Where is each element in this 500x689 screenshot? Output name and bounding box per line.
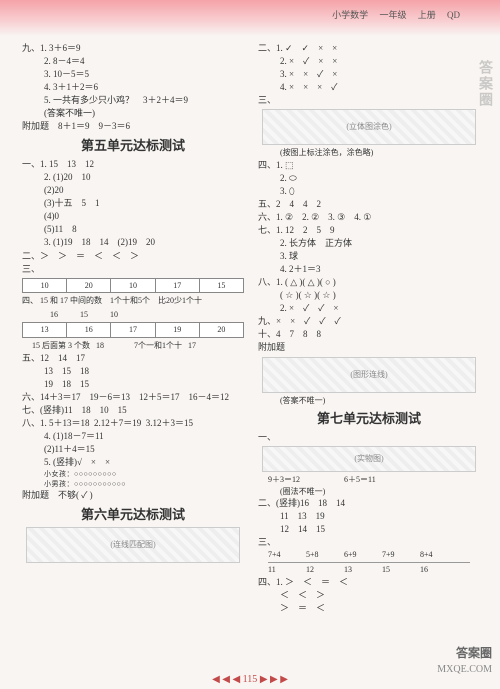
sec9-i2: 2. 8－4＝4 — [22, 55, 244, 68]
page-header: 小学数学 一年级 上册 QD — [0, 0, 500, 36]
r-s10: 十、4 7 8 8 — [258, 328, 480, 341]
sec9-label: 九、1. 3＋6＝9 — [22, 42, 244, 55]
u5s1: 一、1. 15 13 12 — [22, 158, 244, 171]
num-cell: 20 — [200, 323, 243, 337]
r-s6: 六、1. ② 2. ② 3. ③ 4. ① — [258, 211, 480, 224]
u7s4-l2: ＜ ＜ ＞ — [258, 589, 480, 602]
bonus2: 附加题 不够( ✓ ) — [22, 489, 244, 502]
u5s8-5: 5. (竖排)√ × × — [22, 456, 244, 469]
brand-watermark: 答案圈 — [456, 644, 492, 661]
u5s6: 六、14＋3＝17 19－6＝13 12＋5＝17 16－4＝12 — [22, 391, 244, 404]
r-s8-l3: 2. × ✓ ✓ × — [258, 302, 480, 315]
sec9-i3: 3. 10－5＝5 — [22, 68, 244, 81]
u5s3-boxes: 10 20 10 17 15 — [22, 278, 244, 294]
content-columns: 九、1. 3＋6＝9 2. 8－4＝4 3. 10－5＝5 4. 3＋1＋2＝6… — [0, 36, 500, 615]
box-cell: 10 — [23, 279, 67, 293]
num-cell: 19 — [156, 323, 200, 337]
side-watermark: 答案圈 — [474, 60, 494, 108]
r-s7: 七、1. 12 2 5 9 — [258, 224, 480, 237]
u5s8-girl: 小女孩：○○○○○○○○○ — [22, 469, 244, 479]
u7s2-l2: 11 13 19 — [258, 510, 480, 523]
u5s8-4a: 4. (1)18－7＝11 — [22, 430, 244, 443]
bonus1: 附加题 8＋1＝9 9－3＝6 — [22, 120, 244, 133]
r-s2-r3: 3. × × ✓ × — [258, 68, 480, 81]
r-bonus-cap: (答案不唯一) — [258, 395, 480, 407]
u5s1-2d: (4)0 — [22, 210, 244, 223]
u5s2: 二、＞ ＞ ＝ ＜ ＜ ＞ — [22, 250, 244, 263]
unit6-title: 第六单元达标测试 — [22, 506, 244, 525]
box-cell: 17 — [156, 279, 200, 293]
u5s4-ans: 161510 — [22, 309, 244, 321]
u5s5-l2: 13 15 18 — [22, 365, 244, 378]
u7s1-note: (圈法不唯一) — [258, 486, 480, 498]
r-s3-figure: (立体图涂色) — [262, 109, 476, 145]
box-cell: 10 — [111, 279, 155, 293]
u7s3-rule — [268, 562, 470, 563]
unit7-title: 第七单元达标测试 — [258, 410, 480, 429]
u5s1-2e: (5)11 8 — [22, 223, 244, 236]
u7s3-label: 三、 — [258, 536, 480, 549]
u7s2-l3: 12 14 15 — [258, 523, 480, 536]
r-s7-l2: 2. 长方体 正方体 — [258, 237, 480, 250]
r-s5: 五、2 4 4 2 — [258, 198, 480, 211]
u5s4-subrow: 15 后面第 3 个数18 7个一和1个十17 — [22, 340, 244, 352]
u5s1-2c: (3)十五 5 1 — [22, 197, 244, 210]
u7s4-l3: ＞ ＝ ＜ — [258, 602, 480, 615]
page-footer: ◀ ◀ ◀ 115 ▶ ▶ ▶ — [0, 674, 500, 685]
r-bonus-label: 附加题 — [258, 341, 480, 354]
r-bonus-fig: (图形连线) — [262, 357, 476, 393]
u5s1-3: 3. (1)19 18 14 (2)19 20 — [22, 236, 244, 249]
right-column: 二、1. ✓ ✓ × × 2. × ✓ × × 3. × × ✓ × 4. × … — [258, 42, 480, 615]
u5s4-head: 四、15 和 17 中间的数 1个十和5个 比20少1个十 — [22, 295, 244, 307]
u5s1-2a: 2. (1)20 10 — [22, 171, 244, 184]
r-s7-l3: 3. 球 — [258, 250, 480, 263]
r-s3-cap: (按图上标注涂色，涂色略) — [258, 147, 480, 159]
r-s2: 二、1. ✓ ✓ × × — [258, 42, 480, 55]
u7s3-bot: 1112131516 — [258, 564, 480, 576]
sec9-q5b: (答案不唯一) — [22, 107, 244, 120]
u7s1-eq: 9＋3＝126＋5＝11 — [258, 474, 480, 486]
num-cell: 17 — [111, 323, 155, 337]
u5s4-numrow: 13 16 17 19 20 — [22, 322, 244, 338]
box-cell: 15 — [200, 279, 243, 293]
r-s3-label: 三、 — [258, 94, 480, 107]
page-number: 115 — [243, 674, 258, 685]
num-cell: 13 — [23, 323, 67, 337]
u7s1-label: 一、 — [258, 431, 480, 444]
u7s2: 二、(竖排)16 18 14 — [258, 497, 480, 510]
u7s3-top: 7+45+86+97+98+4 — [258, 549, 480, 561]
u5s3: 三、 — [22, 263, 244, 276]
u7s1-fig: (实物图) — [262, 446, 476, 472]
u5s8-4b: (2)11＋4＝15 — [22, 443, 244, 456]
r-s2-r2: 2. × ✓ × × — [258, 55, 480, 68]
u5s8: 八、1. 5＋13＝18 2.12＋7＝19 3.12＋3＝15 — [22, 417, 244, 430]
u5s1-2b: (2)20 — [22, 184, 244, 197]
header-grade: 一年级 — [379, 10, 406, 20]
header-edition: QD — [447, 10, 460, 20]
u5s5: 五、12 14 17 — [22, 352, 244, 365]
header-volume: 上册 — [418, 10, 436, 20]
u5s5-l3: 19 18 15 — [22, 378, 244, 391]
u5s7: 七、(竖排)11 18 10 15 — [22, 404, 244, 417]
header-text: 小学数学 一年级 上册 QD — [332, 8, 460, 21]
u7s4: 四、1. ＞ ＜ ＝ ＜ — [258, 576, 480, 589]
box-cell: 20 — [67, 279, 111, 293]
r-s9: 九、× × ✓ ✓ ✓ — [258, 315, 480, 328]
r-s4: 四、1. ⬚ — [258, 159, 480, 172]
left-column: 九、1. 3＋6＝9 2. 8－4＝4 3. 10－5＝5 4. 3＋1＋2＝6… — [22, 42, 244, 615]
r-s7-l4: 4. 2＋1＝3 — [258, 263, 480, 276]
r-s8-l2: ( ☆ )( ☆ )( ☆ ) — [258, 289, 480, 302]
r-s2-r4: 4. × × × ✓ — [258, 81, 480, 94]
header-subject: 小学数学 — [332, 10, 368, 20]
r-s4-3: 3. ⬯ — [258, 185, 480, 198]
sec9-i4: 4. 3＋1＋2＝6 — [22, 81, 244, 94]
u5s8-boy: 小男孩：○○○○○○○○○○○ — [22, 479, 244, 489]
unit5-title: 第五单元达标测试 — [22, 137, 244, 156]
unit6-figure: (连线匹配图) — [26, 527, 240, 563]
r-s8: 八、1. ( △ )( △ )( ○ ) — [258, 276, 480, 289]
r-s4-2: 2. ⬭ — [258, 172, 480, 185]
sec9-q5a: 5. 一共有多少只小鸡？ 3＋2＋4＝9 — [22, 94, 244, 107]
num-cell: 16 — [67, 323, 111, 337]
